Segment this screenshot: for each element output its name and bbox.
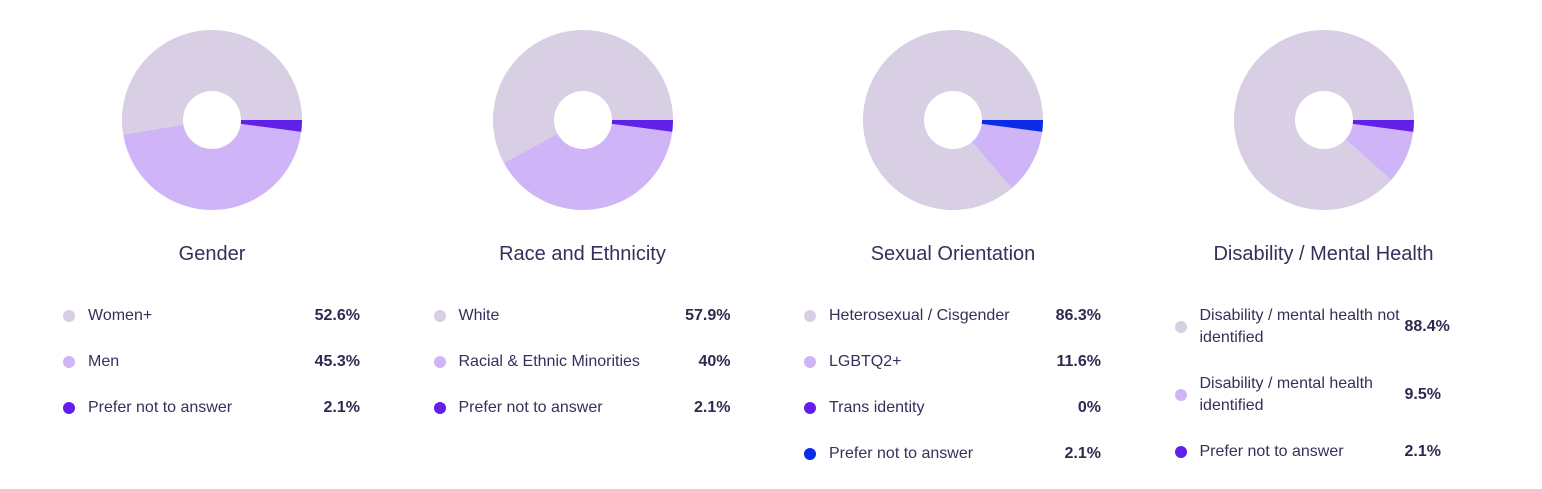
legend-item[interactable]: Prefer not to answer 2.1%	[1174, 441, 1472, 463]
legend-dot-icon	[433, 310, 446, 322]
legend-value: 2.1%	[323, 399, 360, 416]
race-ethnicity-chart: Race and Ethnicity White 57.9% Racial & Eth…	[398, 0, 768, 489]
legend-item[interactable]: Prefer not to answer 2.1%	[433, 397, 731, 419]
legend-item[interactable]: Trans identity 0%	[804, 397, 1101, 419]
legend-item[interactable]: LGBTQ2+ 11.6%	[804, 351, 1101, 373]
legend-label: Heterosexual / Cisgender	[829, 307, 1010, 324]
legend: Heterosexual / Cisgender 86.3% LGBTQ2+ 11.6…	[804, 305, 1101, 489]
legend-label: Prefer not to answer	[458, 399, 603, 416]
legend-dot-icon	[1174, 389, 1187, 401]
legend-item[interactable]: Women+ 52.6%	[63, 305, 360, 327]
legend-label: Men	[88, 353, 120, 370]
legend-value: 0%	[1077, 399, 1101, 416]
legend: Disability / mental health not identifie…	[1174, 305, 1472, 487]
legend-dot-icon	[804, 310, 816, 322]
legend: Women+ 52.6% Men 45.3% Prefer not to answer 2…	[63, 305, 360, 443]
legend-value: 2.1%	[694, 399, 731, 416]
legend-label: Racial & Ethnic Minorities	[458, 353, 640, 370]
legend-dot-icon	[1174, 446, 1187, 458]
legend-label: Women+	[88, 307, 153, 324]
chart-title: Disability / Mental Health	[1213, 243, 1434, 265]
legend-dot-icon	[1174, 321, 1187, 333]
legend: White 57.9% Racial & Ethnic Minorities 40% P…	[433, 305, 731, 443]
chart-title: Gender	[178, 243, 246, 265]
legend-item[interactable]: Racial & Ethnic Minorities 40%	[433, 351, 731, 373]
legend-item[interactable]: Prefer not to answer 2.1%	[804, 443, 1101, 465]
legend-value: 45.3%	[314, 353, 360, 370]
legend-item[interactable]: Heterosexual / Cisgender 86.3%	[804, 305, 1101, 327]
legend-dot-icon	[63, 310, 75, 322]
legend-dot-icon	[804, 356, 816, 368]
legend-value: 2.1%	[1404, 443, 1441, 460]
legend-label: Prefer not to answer	[1199, 443, 1344, 460]
legend-value: 40%	[698, 353, 731, 370]
legend-label: Prefer not to answer	[829, 445, 974, 462]
donut-slice[interactable]	[981, 120, 1043, 132]
donut-slice[interactable]	[611, 120, 673, 132]
donut-slice[interactable]	[971, 123, 1043, 189]
legend-dot-icon	[63, 402, 75, 414]
donut-slice[interactable]	[1352, 120, 1414, 132]
donut-slice[interactable]	[503, 123, 672, 210]
donut-slice[interactable]	[122, 30, 302, 135]
legend-item[interactable]: White 57.9%	[433, 305, 731, 327]
legend-value: 2.1%	[1064, 445, 1101, 462]
donut-chart	[863, 30, 1043, 210]
legend-item[interactable]: Disability / mental health identified 9.5…	[1174, 373, 1472, 417]
disability-mental-health-chart: Disability / Mental Health Disability / m…	[1139, 0, 1509, 489]
legend-dot-icon	[63, 356, 75, 368]
legend-value: 52.6%	[314, 307, 360, 324]
legend-item[interactable]: Men 45.3%	[63, 351, 360, 373]
legend-item[interactable]: Prefer not to answer 2.1%	[63, 397, 360, 419]
legend-value: 88.4%	[1404, 318, 1450, 335]
legend-value: 86.3%	[1055, 307, 1101, 324]
chart-title: Race and Ethnicity	[499, 243, 666, 265]
legend-dot-icon	[804, 402, 816, 414]
legend-label: Trans identity	[829, 399, 925, 416]
legend-label: Prefer not to answer	[88, 399, 233, 416]
donut-chart	[122, 30, 302, 210]
legend-value: 9.5%	[1404, 386, 1441, 403]
legend-dot-icon	[804, 448, 816, 460]
legend-label: Disability / mental health identified	[1199, 375, 1373, 414]
donut-chart	[1233, 30, 1414, 210]
legend-label: LGBTQ2+	[829, 353, 902, 370]
legend-value: 57.9%	[685, 307, 731, 324]
legend-dot-icon	[433, 402, 446, 414]
legend-value: 11.6%	[1056, 353, 1101, 370]
legend-dot-icon	[433, 356, 446, 368]
donut-slice[interactable]	[492, 30, 673, 163]
donut-slice[interactable]	[1233, 30, 1414, 210]
legend-label: Disability / mental health not identifie…	[1199, 307, 1400, 346]
legend-label: White	[458, 307, 500, 324]
sexual-orientation-chart: Sexual Orientation Heterosexual / Cisgend…	[768, 0, 1138, 489]
chart-title: Sexual Orientation	[870, 243, 1036, 265]
gender-chart: Gender Women+ 52.6% Men 45.3% Prefer not to a…	[27, 0, 397, 489]
donut-slice[interactable]	[123, 123, 302, 210]
legend-item[interactable]: Disability / mental health not identifie…	[1174, 305, 1472, 349]
donut-chart	[492, 30, 673, 210]
donut-slice[interactable]	[1345, 123, 1413, 180]
donut-slice[interactable]	[240, 120, 302, 132]
donut-slice[interactable]	[863, 30, 1043, 210]
